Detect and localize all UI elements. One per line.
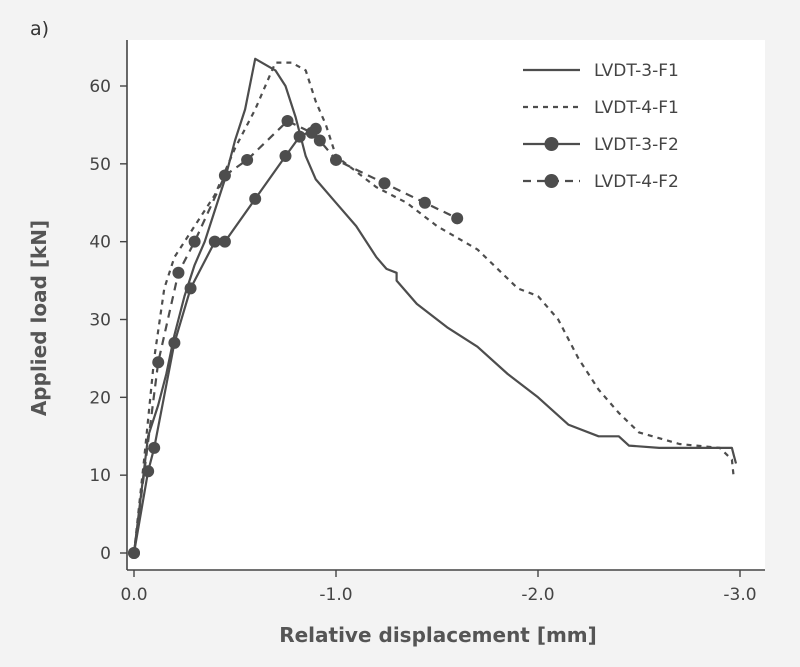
legend-label-lvdt-3-f2: LVDT-3-F2 (594, 135, 679, 155)
data-point-lvdt-4-f2 (305, 126, 318, 139)
data-point-lvdt-4-f2 (418, 196, 431, 209)
data-point-lvdt-4-f2 (172, 266, 185, 279)
data-point-lvdt-4-f2 (451, 212, 464, 225)
data-point-lvdt-3-f2 (218, 235, 231, 248)
data-point-lvdt-4-f2 (188, 235, 201, 248)
x-tick-label: 0.0 (120, 585, 147, 605)
data-point-lvdt-4-f2 (313, 134, 326, 147)
x-tick-label: -3.0 (723, 585, 756, 605)
data-point-lvdt-3-f2 (293, 130, 306, 143)
y-tick-label: 50 (89, 155, 111, 175)
data-point-lvdt-3-f2 (208, 235, 221, 248)
data-point-lvdt-4-f2 (152, 356, 165, 369)
x-tick-label: -1.0 (319, 585, 352, 605)
data-point-lvdt-3-f2 (184, 282, 197, 295)
x-axis-title: Relative displacement [mm] (279, 623, 597, 647)
plot-background (127, 40, 765, 570)
data-point-lvdt-4-f2 (218, 169, 231, 182)
y-tick-label: 10 (89, 466, 111, 486)
y-tick-label: 20 (89, 388, 111, 408)
legend: LVDT-3-F1 LVDT-4-F1 LVDT-3-F2 LVDT-4-F2 (523, 61, 679, 192)
legend-label-lvdt-3-f1: LVDT-3-F1 (594, 61, 679, 81)
legend-marker-lvdt-4-f2 (544, 174, 559, 188)
series-line-lvdt-3-f1 (132, 57, 738, 554)
y-tick-label: 0 (100, 544, 111, 564)
data-point-lvdt-4-f2 (330, 153, 342, 166)
legend-label-lvdt-4-f1: LVDT-4-F1 (594, 98, 679, 118)
legend-marker-lvdt-3-f2 (544, 137, 559, 151)
series-line-lvdt-4-f1 (132, 61, 735, 554)
data-point-lvdt-4-f2 (128, 547, 140, 559)
data-point-lvdt-3-f2 (279, 150, 292, 163)
x-tick-label: -2.0 (521, 585, 554, 605)
data-point-lvdt-3-f2 (249, 192, 262, 205)
y-axis-title: Applied load [kN] (27, 220, 51, 416)
data-point-lvdt-4-f2 (378, 177, 391, 190)
panel-label: a) (30, 18, 49, 40)
data-point-lvdt-3-f2 (168, 336, 181, 349)
y-tick-label: 30 (89, 311, 111, 331)
plot-area: 0 10 20 30 40 50 60 0.0 -1.0 -2.0 -3.0 (89, 40, 765, 605)
data-point-lvdt-4-f2 (281, 115, 294, 128)
y-tick-label: 40 (89, 233, 111, 253)
data-point-lvdt-4-f2 (241, 153, 254, 166)
data-point-lvdt-3-f2 (148, 441, 161, 454)
y-tick-label: 60 (89, 77, 111, 97)
legend-label-lvdt-4-f2: LVDT-4-F2 (594, 172, 679, 192)
